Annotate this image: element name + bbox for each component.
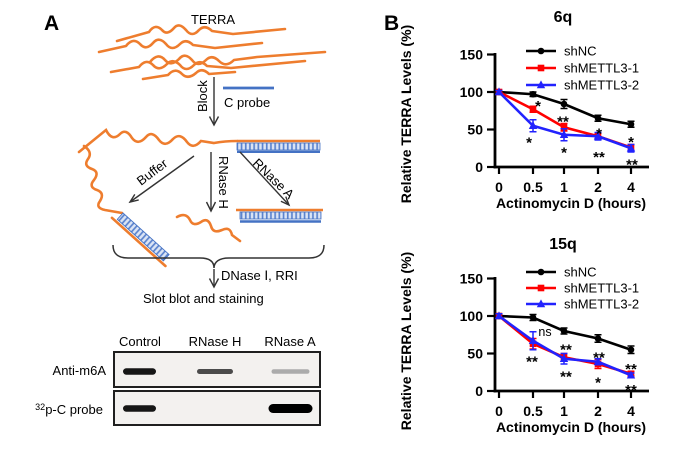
block-arrow <box>208 77 220 127</box>
significance-annotation: ** <box>593 149 605 166</box>
blot-column-rnase-a: RNase A <box>264 334 316 349</box>
buffer-arrow <box>128 155 195 204</box>
rnase-a-arrow <box>239 151 291 207</box>
significance-annotation: ** <box>526 353 538 370</box>
chart-title: 15q <box>549 236 577 253</box>
blot-column-rnase-h: RNase H <box>189 334 242 349</box>
panel-a-label: A <box>44 12 60 35</box>
blot-column-control: Control <box>119 334 161 349</box>
x-tick-label: 0 <box>495 403 503 419</box>
x-tick-label: 4 <box>627 179 635 195</box>
legend-label-shMETTL3-2: shMETTL3-2 <box>564 297 639 312</box>
significance-annotation: * <box>628 134 634 151</box>
x-tick-label: 0.5 <box>523 179 543 195</box>
rnase-h-label: RNase H <box>216 156 231 209</box>
slot-blot-label: Slot blot and staining <box>143 291 264 306</box>
significance-annotation: ** <box>625 361 637 378</box>
significance-annotation: * <box>526 135 532 152</box>
x-axis-title: Actinomycin D (hours) <box>496 195 646 211</box>
blot-band <box>123 405 156 412</box>
y-tick-label: 150 <box>460 271 484 287</box>
significance-annotation: * <box>595 374 601 391</box>
x-tick-label: 0 <box>495 179 503 195</box>
panel-b-label: B <box>384 12 400 35</box>
y-tick-label: 50 <box>467 346 483 362</box>
legend-label-shMETTL3-2: shMETTL3-2 <box>564 78 639 93</box>
significance-annotation: * <box>596 126 602 143</box>
blot-row-anti-m6a: Anti-m6A <box>53 363 107 378</box>
chart-title: 6q <box>554 9 573 26</box>
significance-annotation: ** <box>560 341 572 358</box>
hybridized-strand <box>77 127 321 154</box>
x-tick-label: 0.5 <box>523 403 543 419</box>
legend-label-shNC: shNC <box>564 265 597 280</box>
blot-band <box>268 404 313 413</box>
y-tick-label: 0 <box>475 159 483 175</box>
buffer-label: Buffer <box>134 155 171 188</box>
y-tick-label: 0 <box>475 383 483 399</box>
y-axis-title: Relative TERRA Levels (%) <box>398 25 414 203</box>
rnase-h-arrow <box>205 152 217 213</box>
significance-annotation: ** <box>593 350 605 367</box>
x-axis-title: Actinomycin D (hours) <box>496 419 646 435</box>
legend-label-shMETTL3-1: shMETTL3-1 <box>564 281 639 296</box>
x-tick-label: 1 <box>560 179 568 195</box>
rnase-a-product <box>236 208 323 223</box>
x-tick-label: 4 <box>627 403 635 419</box>
slot-blot: Control RNase H RNase A Anti-m6A 32p-C p… <box>35 334 321 426</box>
y-tick-label: 100 <box>460 84 484 100</box>
significance-annotation: ** <box>625 382 637 399</box>
collection-brace <box>112 244 325 269</box>
dnase-label: DNase Ⅰ, RRI <box>221 268 298 283</box>
chart-6q: 0 50 100 150 0 0.5 1 2 4 6q Actinomycin D (hours) R… <box>398 9 649 211</box>
terra-rna-strands <box>97 24 327 81</box>
significance-annotation: ns <box>538 325 551 339</box>
blot-bands <box>123 368 313 413</box>
block-label: Block <box>195 80 210 112</box>
rnase-h-product <box>175 213 242 243</box>
legend-label-shNC: shNC <box>564 44 597 59</box>
significance-annotation: ** <box>560 368 572 385</box>
panel-a-diagram: TERRA Block C probe Buffer <box>35 12 327 426</box>
y-axis-title: Relative TERRA Levels (%) <box>398 252 414 430</box>
blot-band <box>271 369 310 374</box>
axes: 0 50 100 150 0 0.5 1 2 4 <box>460 47 649 195</box>
significance-annotation: * <box>561 144 567 161</box>
significance-annotation: * <box>535 98 541 115</box>
dnase-arrow <box>208 269 220 289</box>
significance-annotation: ** <box>557 114 569 131</box>
chart-15q: 0 50 100 150 0 0.5 1 2 4 15q Actinomycin D (hours)… <box>398 236 649 435</box>
y-tick-label: 150 <box>460 47 484 63</box>
terra-label: TERRA <box>191 12 235 27</box>
c-probe-label: C probe <box>224 95 270 110</box>
x-tick-label: 2 <box>594 179 602 195</box>
series-shMETTL3-2 <box>494 87 636 153</box>
rnase-a-label: RNase A <box>250 155 298 202</box>
y-tick-label: 50 <box>467 122 483 138</box>
legend: shNC shMETTL3-1 shMETTL3-2 <box>526 44 639 93</box>
x-tick-label: 1 <box>560 403 568 419</box>
axes: 0 50 100 150 0 0.5 1 2 4 <box>460 271 649 419</box>
blot-band <box>123 368 156 375</box>
x-tick-label: 2 <box>594 403 602 419</box>
series-shMETTL3-2 <box>494 311 636 379</box>
blot-row-32p-probe: 32p-C probe <box>35 402 103 417</box>
legend-label-shMETTL3-1: shMETTL3-1 <box>564 61 639 76</box>
y-tick-label: 100 <box>460 308 484 324</box>
blot-band <box>197 369 233 374</box>
significance-annotation: ** <box>626 156 638 173</box>
